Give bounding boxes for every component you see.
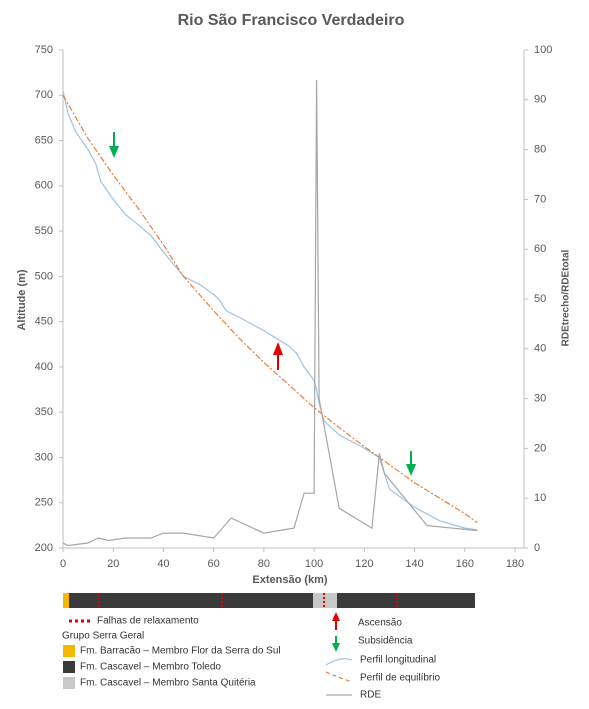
y-tick-label: 500 <box>35 270 53 282</box>
y2-tick-label: 30 <box>534 393 546 405</box>
x-tick-label: 140 <box>405 558 423 570</box>
x-tick-label: 180 <box>506 558 524 570</box>
y2-tick-label: 70 <box>534 193 546 205</box>
legend-text: Ascensão <box>358 618 402 629</box>
y-tick-label: 700 <box>35 89 53 101</box>
legend-text: Fm. Barracão – Membro Flor da Serra do S… <box>80 646 281 657</box>
y-tick-label: 450 <box>35 316 53 328</box>
y2-tick-label: 80 <box>534 144 546 156</box>
legend-text: Grupo Serra Geral <box>62 631 144 642</box>
y2-tick-label: 50 <box>534 293 546 305</box>
series-line <box>62 94 478 524</box>
legend-text: Perfil de equilíbrio <box>360 673 440 684</box>
y2-tick-label: 90 <box>534 94 546 106</box>
y2-tick-label: 0 <box>534 542 540 554</box>
y-tick-label: 400 <box>35 361 53 373</box>
legend-text: Fm. Cascavel – Membro Santa Quitéria <box>80 678 256 689</box>
ascent-arrow <box>273 342 283 370</box>
legend-text: Fm. Cascavel – Membro Toledo <box>80 662 221 673</box>
geology-strip <box>63 593 475 608</box>
y-tick-label: 650 <box>35 134 53 146</box>
y-tick-label: 200 <box>35 542 53 554</box>
ascent-key <box>332 612 340 630</box>
unit-swatch <box>63 661 75 673</box>
y-tick-label: 550 <box>35 225 53 237</box>
legend-text: RDE <box>360 690 381 701</box>
legend-text: Falhas de relaxamento <box>97 616 199 627</box>
y2-axis-title: RDEtrecho/RDEtotal <box>561 249 572 346</box>
x-tick-label: 60 <box>208 558 220 570</box>
subsidence-arrow <box>406 451 416 476</box>
x-tick-label: 20 <box>107 558 119 570</box>
y-axis-title: Altitude (m) <box>16 269 28 330</box>
legend-key <box>325 671 353 683</box>
legend-text: Subsidência <box>358 636 413 647</box>
x-tick-label: 100 <box>305 558 323 570</box>
unit-swatch <box>63 677 75 689</box>
unit-swatch <box>63 645 75 657</box>
subsidence-key <box>332 636 340 652</box>
legend-key <box>325 658 353 666</box>
x-tick-label: 120 <box>355 558 373 570</box>
legend-text: Perfil longitudinal <box>360 655 436 666</box>
series-line <box>62 79 478 547</box>
x-tick-label: 160 <box>456 558 474 570</box>
y-tick-label: 750 <box>35 44 53 56</box>
y2-tick-label: 40 <box>534 343 546 355</box>
x-axis-title: Extensão (km) <box>252 574 328 586</box>
y2-tick-label: 20 <box>534 442 546 454</box>
y-tick-label: 300 <box>35 451 53 463</box>
y2-tick-label: 10 <box>534 492 546 504</box>
series-line <box>62 90 478 531</box>
y-tick-label: 600 <box>35 180 53 192</box>
x-tick-label: 80 <box>258 558 270 570</box>
chart-title: Rio São Francisco Verdadeiro <box>178 12 405 29</box>
y-tick-label: 250 <box>35 497 53 509</box>
y2-tick-label: 100 <box>534 44 552 56</box>
y2-tick-label: 60 <box>534 243 546 255</box>
x-tick-label: 0 <box>60 558 66 570</box>
x-tick-label: 40 <box>157 558 169 570</box>
subsidence-arrow <box>109 132 119 158</box>
y-tick-label: 350 <box>35 406 53 418</box>
